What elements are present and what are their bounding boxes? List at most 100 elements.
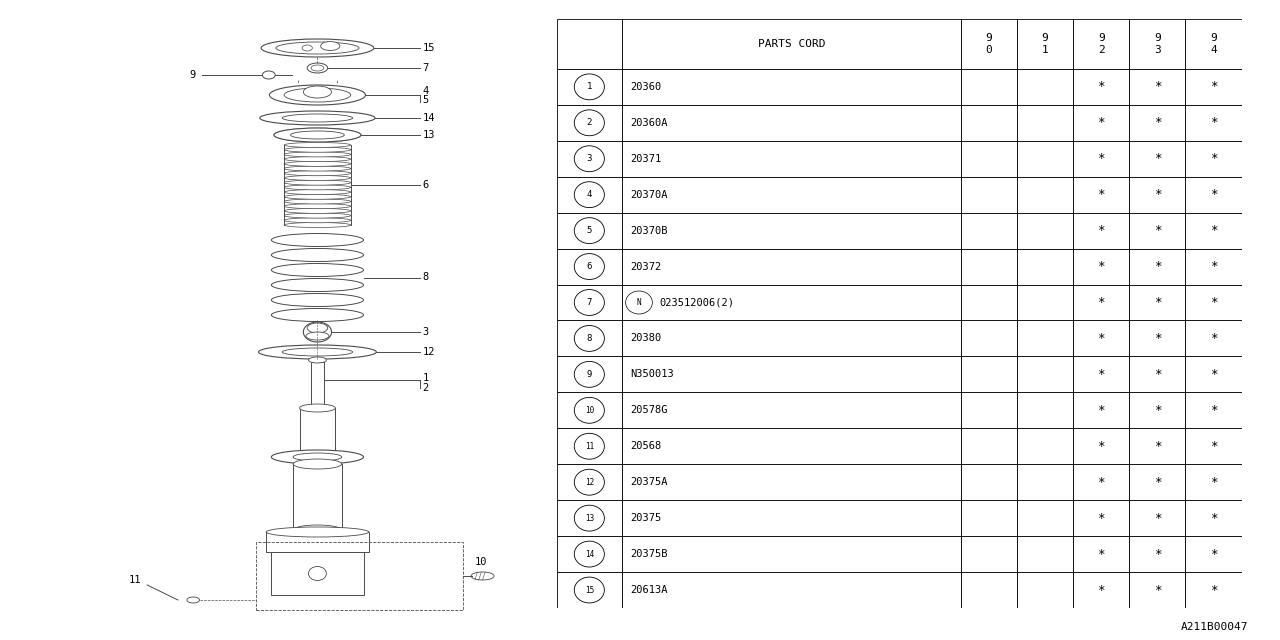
Text: *: *: [1153, 152, 1161, 165]
Bar: [1129, 177, 1185, 212]
Ellipse shape: [284, 223, 351, 227]
Text: 14: 14: [422, 113, 435, 123]
Bar: [1129, 285, 1185, 321]
Text: *: *: [1153, 584, 1161, 596]
Bar: [557, 19, 622, 69]
Text: 7: 7: [422, 63, 429, 73]
Ellipse shape: [284, 157, 351, 162]
Text: 3: 3: [422, 327, 429, 337]
Text: *: *: [1097, 584, 1105, 596]
Bar: [1018, 285, 1073, 321]
Bar: [1185, 285, 1242, 321]
Text: 9: 9: [189, 70, 196, 80]
Text: 20380: 20380: [630, 333, 662, 344]
Text: *: *: [1153, 260, 1161, 273]
Bar: [1185, 19, 1242, 69]
Bar: [622, 428, 961, 464]
Bar: [557, 69, 622, 105]
Bar: [1129, 105, 1185, 141]
Bar: [1018, 428, 1073, 464]
Text: PARTS CORD: PARTS CORD: [758, 39, 826, 49]
Text: *: *: [1153, 440, 1161, 452]
Bar: [1073, 321, 1129, 356]
Bar: [1073, 536, 1129, 572]
Bar: [1129, 141, 1185, 177]
Bar: [1018, 500, 1073, 536]
Bar: [1185, 177, 1242, 212]
Bar: [622, 392, 961, 428]
Text: 10: 10: [585, 406, 594, 415]
Text: *: *: [1097, 81, 1105, 93]
Text: *: *: [1097, 404, 1105, 417]
Ellipse shape: [307, 63, 328, 73]
Text: *: *: [1210, 440, 1217, 452]
Bar: [1073, 105, 1129, 141]
Bar: [1018, 536, 1073, 572]
Bar: [1073, 177, 1129, 212]
Ellipse shape: [300, 404, 335, 412]
Bar: [1129, 356, 1185, 392]
Text: *: *: [1153, 296, 1161, 309]
Bar: [1185, 536, 1242, 572]
Text: *: *: [1097, 548, 1105, 561]
Ellipse shape: [284, 189, 351, 195]
Ellipse shape: [284, 147, 351, 152]
Text: *: *: [1097, 152, 1105, 165]
Text: 6: 6: [586, 262, 593, 271]
Bar: [622, 285, 961, 321]
Bar: [1185, 212, 1242, 248]
Bar: [1185, 69, 1242, 105]
Ellipse shape: [282, 348, 352, 356]
Bar: [1073, 285, 1129, 321]
Bar: [961, 69, 1018, 105]
Bar: [1018, 321, 1073, 356]
Text: 20371: 20371: [630, 154, 662, 164]
Ellipse shape: [271, 248, 364, 262]
Ellipse shape: [311, 65, 324, 71]
Bar: [1129, 536, 1185, 572]
Text: 20360: 20360: [630, 82, 662, 92]
Bar: [293, 464, 342, 530]
Text: 20360A: 20360A: [630, 118, 668, 128]
Ellipse shape: [291, 131, 344, 139]
Text: 20370B: 20370B: [630, 226, 668, 236]
Ellipse shape: [271, 450, 364, 464]
Text: *: *: [1210, 152, 1217, 165]
Text: 9
0: 9 0: [986, 33, 992, 55]
Text: 20375B: 20375B: [630, 549, 668, 559]
Text: 4: 4: [422, 86, 429, 96]
Bar: [1073, 69, 1129, 105]
Text: *: *: [1153, 332, 1161, 345]
Text: 8: 8: [586, 334, 593, 343]
Ellipse shape: [303, 322, 332, 342]
Text: 9
1: 9 1: [1042, 33, 1048, 55]
Bar: [1073, 356, 1129, 392]
Text: 9
4: 9 4: [1210, 33, 1217, 55]
Bar: [961, 105, 1018, 141]
Bar: [961, 572, 1018, 608]
Ellipse shape: [307, 323, 328, 333]
Bar: [271, 552, 364, 595]
Text: *: *: [1210, 584, 1217, 596]
Bar: [961, 19, 1018, 69]
Ellipse shape: [187, 597, 200, 603]
Ellipse shape: [266, 527, 369, 537]
Text: 5: 5: [422, 95, 429, 105]
Text: 20370A: 20370A: [630, 189, 668, 200]
Text: 12: 12: [422, 347, 435, 357]
Bar: [1018, 141, 1073, 177]
Text: 3: 3: [586, 154, 593, 163]
Bar: [1018, 248, 1073, 285]
Ellipse shape: [274, 128, 361, 142]
Bar: [1185, 464, 1242, 500]
Bar: [557, 464, 622, 500]
Bar: [622, 536, 961, 572]
Bar: [1018, 19, 1073, 69]
Text: 14: 14: [585, 550, 594, 559]
Bar: [300, 408, 335, 455]
Text: *: *: [1097, 296, 1105, 309]
Ellipse shape: [303, 86, 332, 98]
Ellipse shape: [293, 453, 342, 461]
Bar: [622, 356, 961, 392]
Text: *: *: [1210, 476, 1217, 489]
